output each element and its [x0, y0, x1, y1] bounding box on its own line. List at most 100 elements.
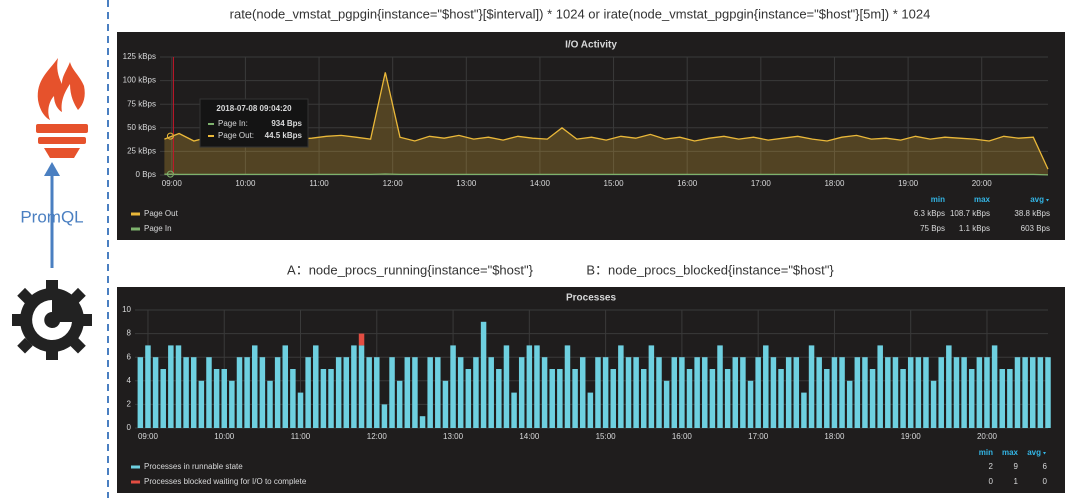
- caption: B：node_procs_blocked{instance="$host"}: [586, 262, 834, 277]
- tooltip-value: 44.5 kBps: [265, 131, 303, 140]
- x-tick-label: 12:00: [367, 432, 388, 441]
- bar: [480, 321, 487, 428]
- bar: [892, 357, 899, 428]
- bar: [686, 369, 693, 428]
- bar: [663, 380, 670, 428]
- bar: [1029, 357, 1036, 428]
- bar: [801, 392, 807, 428]
- y-tick-label: 75 kBps: [127, 99, 156, 108]
- bar: [1007, 369, 1013, 428]
- bar: [679, 357, 685, 428]
- x-tick-label: 13:00: [443, 432, 464, 441]
- hover-dot: [166, 132, 174, 140]
- legend-stat: 75 Bps: [920, 224, 945, 233]
- bar: [160, 369, 166, 428]
- sort-caret: [1046, 199, 1049, 202]
- bar: [793, 357, 800, 428]
- bar: [541, 357, 548, 428]
- bar: [618, 345, 624, 428]
- bar: [244, 357, 250, 428]
- bar: [190, 357, 197, 428]
- line: [164, 173, 1049, 176]
- legend-stat: 2: [989, 462, 994, 471]
- x-tick-label: 12:00: [383, 179, 404, 188]
- legend-header: avg: [1030, 195, 1044, 204]
- bar: [229, 380, 235, 428]
- bar: [404, 357, 411, 428]
- bar: [564, 345, 571, 428]
- bar: [946, 345, 952, 428]
- bar: [717, 345, 723, 428]
- bar: [1014, 357, 1021, 428]
- legend-stat: 1: [1014, 477, 1019, 486]
- bar: [297, 392, 304, 428]
- legend-header: min: [979, 448, 993, 457]
- y-tick-label: 6: [127, 352, 132, 361]
- legend-stat: 108.7 kBps: [950, 209, 990, 218]
- x-tick-label: 09:00: [138, 432, 159, 441]
- bar: [358, 333, 365, 346]
- bar: [419, 416, 426, 428]
- bar: [877, 345, 883, 428]
- bar: [732, 357, 739, 428]
- y-tick-label: 25 kBps: [127, 147, 156, 156]
- bar: [503, 345, 510, 428]
- panel: [117, 287, 1065, 493]
- x-tick-label: 15:00: [596, 432, 617, 441]
- caption: A：node_procs_running{instance="$host"}: [287, 262, 534, 277]
- x-tick-label: 17:00: [748, 432, 769, 441]
- tooltip-label: Page Out:: [218, 131, 254, 140]
- bar: [648, 345, 655, 428]
- y-tick-label: 4: [127, 376, 132, 385]
- bar: [900, 369, 906, 428]
- y-tick-label: 0: [127, 423, 132, 432]
- sort-caret: [1043, 452, 1046, 455]
- bar: [740, 357, 746, 428]
- y-tick-label: 100 kBps: [123, 76, 156, 85]
- arrow-head: [44, 162, 60, 176]
- bar: [213, 369, 220, 428]
- bar: [885, 357, 891, 428]
- bar: [549, 369, 555, 428]
- bar: [335, 357, 342, 428]
- bar: [724, 369, 731, 428]
- bar: [671, 357, 678, 428]
- legend-stat: 9: [1014, 462, 1019, 471]
- bar: [450, 345, 456, 428]
- bar: [343, 357, 350, 428]
- bar: [770, 357, 777, 428]
- legend-stat: 6.3 kBps: [914, 209, 945, 218]
- y-tick-label: 2: [127, 400, 132, 409]
- bar: [824, 369, 830, 428]
- hover-dot: [166, 170, 174, 178]
- bar: [595, 357, 601, 428]
- bar: [862, 357, 868, 428]
- bar: [427, 357, 433, 428]
- bar: [152, 357, 159, 428]
- bar: [175, 345, 182, 428]
- grafana-logo: [12, 280, 92, 360]
- bar: [488, 357, 494, 428]
- bar: [785, 357, 792, 428]
- chart-title: I/O Activity: [565, 40, 617, 51]
- bar: [465, 369, 472, 428]
- tooltip-time: 2018-07-08 09:04:20: [216, 104, 292, 113]
- bar: [633, 357, 639, 428]
- bar: [328, 369, 334, 428]
- bar: [641, 369, 647, 428]
- bar: [198, 380, 205, 428]
- x-tick-label: 18:00: [824, 432, 845, 441]
- x-tick-label: 20:00: [977, 432, 998, 441]
- bar: [358, 345, 365, 428]
- bar: [579, 357, 586, 428]
- x-tick-label: 14:00: [519, 432, 540, 441]
- bar: [313, 345, 319, 428]
- x-tick-label: 09:00: [162, 179, 183, 188]
- bar: [1045, 357, 1051, 428]
- bar: [236, 357, 243, 428]
- bar: [907, 357, 914, 428]
- bar: [496, 369, 502, 428]
- bar: [961, 357, 967, 428]
- bar: [702, 357, 708, 428]
